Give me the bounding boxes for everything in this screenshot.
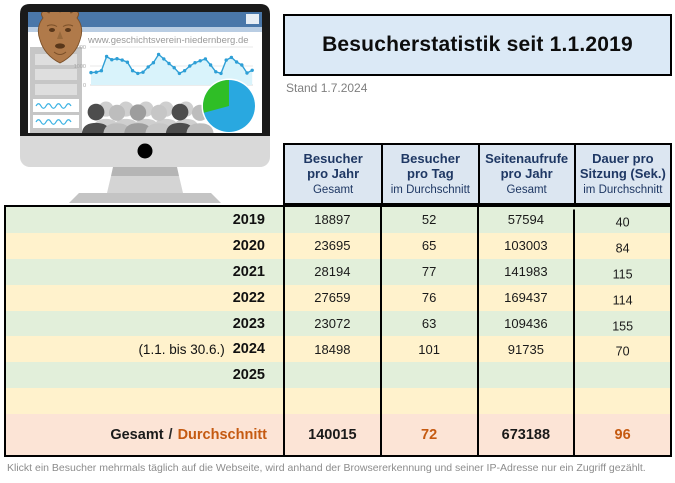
table-row-2024: (1.1. bis 30.6.) 2024 18498 101 91735 70 <box>6 336 670 365</box>
y-axis-label-bottom: 0 <box>83 83 86 89</box>
site-header-bar <box>28 12 262 27</box>
header-seitenaufrufe: Seitenaufrufe pro Jahr Gesamt <box>477 145 574 203</box>
value-cell <box>379 362 477 389</box>
site-url-text: www.geschichtsverein-niedernberg.de <box>87 35 249 46</box>
year-label: (1.1. bis 30.6.) 2024 <box>138 341 265 358</box>
statistics-table: 2019 18897 52 57594 40 2020 23695 65 103… <box>4 205 672 457</box>
year-label: 2021 <box>232 263 265 280</box>
value-cell: 57594 <box>476 207 574 233</box>
value-cell: 63 <box>379 310 477 337</box>
header-dauer-pro-sitzung: Dauer pro Sitzung (Sek.) im Durchschnitt <box>573 145 670 203</box>
monitor-screen: www.geschichtsverein-niedernberg.de 2000… <box>28 12 262 133</box>
value-cell <box>283 388 380 415</box>
total-value-cell: 72 <box>379 414 477 456</box>
y-axis-label-mid: 1000 <box>74 64 86 70</box>
value-cell: 103003 <box>476 232 574 259</box>
table-row-total: Gesamt / Durchschnitt 140015 72 673188 9… <box>6 414 670 456</box>
value-cell: 77 <box>379 258 477 285</box>
site-sidebar <box>30 47 82 133</box>
total-label: Gesamt / Durchschnitt <box>110 426 267 443</box>
value-cell: 27659 <box>283 284 380 311</box>
year-label: 2023 <box>232 315 265 332</box>
value-cell: 40 <box>573 209 670 236</box>
sparkline-icon <box>33 99 79 128</box>
value-cell <box>283 362 380 389</box>
value-cell: 52 <box>379 207 477 233</box>
value-cell: 84 <box>573 235 670 262</box>
value-cell <box>476 362 574 389</box>
year-label: 2019 <box>232 211 265 228</box>
value-cell <box>573 390 670 417</box>
year-label: 2020 <box>232 237 265 254</box>
pie-chart-icon <box>201 78 257 133</box>
header-besucher-pro-tag: Besucher pro Tag im Durchschnitt <box>381 145 477 203</box>
value-cell: 65 <box>379 232 477 259</box>
table-row-2023: 2023 23072 63 109436 155 <box>6 310 670 339</box>
table-row-2020: 2020 23695 65 103003 84 <box>6 232 670 262</box>
table-row-2022: 2022 27659 76 169437 114 <box>6 284 670 314</box>
value-cell: 141983 <box>476 258 574 285</box>
value-cell <box>379 388 477 415</box>
table-row-empty <box>6 388 670 417</box>
table-row-2021: 2021 28194 77 141983 115 <box>6 258 670 288</box>
site-header-box <box>246 14 259 24</box>
page-title: Besucherstatistik seit 1.1.2019 <box>322 33 633 56</box>
year-label: 2025 <box>232 367 265 384</box>
year-label <box>6 388 283 414</box>
monitor-camera-dot <box>137 143 153 159</box>
value-cell: 28194 <box>283 258 380 285</box>
table-header: Besucher pro Jahr Gesamt Besucher pro Ta… <box>283 143 672 205</box>
value-cell: 18897 <box>283 207 380 233</box>
value-cell: 18498 <box>283 336 380 363</box>
monitor-stand <box>69 167 221 203</box>
value-cell: 115 <box>573 261 670 288</box>
table-row-2019: 2019 18897 52 57594 40 <box>6 207 670 236</box>
monitor-illustration: www.geschichtsverein-niedernberg.de 2000… <box>20 4 270 203</box>
value-cell: 109436 <box>476 310 574 337</box>
y-axis-label-top: 2000 <box>74 45 86 51</box>
header-besucher-pro-jahr: Besucher pro Jahr Gesamt <box>303 150 363 197</box>
total-value-cell: 140015 <box>283 414 380 456</box>
value-cell: 76 <box>379 284 477 311</box>
roman-mask-logo-icon <box>37 12 83 64</box>
value-cell: 169437 <box>476 284 574 311</box>
table-row-2025: 2025 <box>6 362 670 391</box>
site-nav-bar <box>28 27 262 32</box>
as-of-date-label: Stand 1.7.2024 <box>286 81 368 95</box>
value-cell: 101 <box>379 336 477 363</box>
value-cell: 155 <box>573 313 670 339</box>
value-cell <box>573 364 670 391</box>
total-value-cell: 673188 <box>476 414 574 456</box>
value-cell: 91735 <box>476 336 574 363</box>
value-cell: 70 <box>573 338 670 365</box>
visitors-line-chart-icon: 2000 1000 0 <box>74 45 254 89</box>
value-cell <box>476 388 574 415</box>
value-cell: 23072 <box>283 310 380 337</box>
footnote: Klickt ein Besucher mehrmals täglich auf… <box>7 462 646 474</box>
value-cell: 23695 <box>283 232 380 259</box>
value-cell: 114 <box>573 287 670 314</box>
title-box: Besucherstatistik seit 1.1.2019 <box>283 14 672 76</box>
year-label: 2022 <box>232 289 265 306</box>
total-value-cell: 96 <box>573 414 670 456</box>
